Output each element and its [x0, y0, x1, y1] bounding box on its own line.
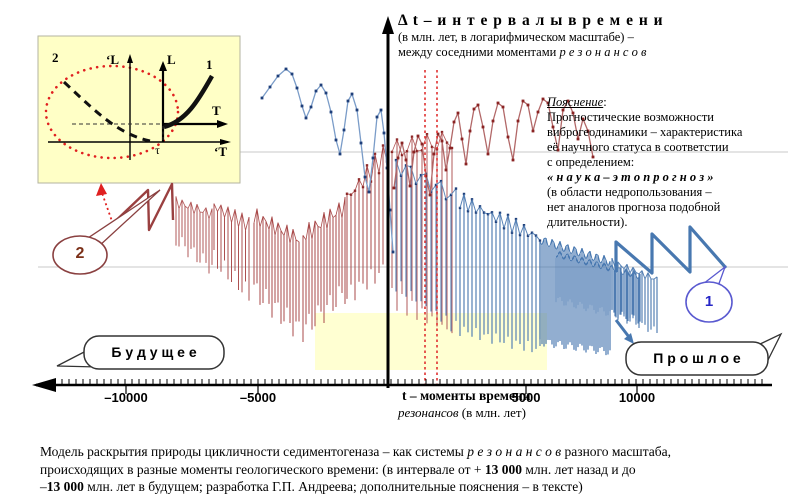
y-axis-subtitle-2-text: между соседними моментами	[398, 45, 560, 59]
note-line: длительности).	[547, 215, 628, 229]
figure-caption: Модель раскрытия природы цикличности сед…	[40, 443, 671, 496]
callout-2-number: 2	[75, 245, 85, 262]
caption-line-3: –13 000 млн. лет в будущем; разработка Г…	[40, 478, 671, 496]
note-line: с определением:	[547, 155, 635, 169]
caption-2a: происходящих в разные моменты геологичес…	[40, 461, 485, 477]
y-axis-title: Δ t – и н т е р в а л ы в р е м е н и	[398, 12, 664, 29]
past-bubble-label: П р о ш л о е	[653, 350, 741, 366]
y-axis-subtitle-2-italic: р е з о н а н с о в	[559, 45, 647, 59]
x-axis-title: t – моменты времени	[402, 388, 531, 403]
explanation-note: Пояснение: Прогностические возможности в…	[547, 95, 787, 230]
caption-3b-bold: 13 000	[46, 479, 84, 494]
note-quote: « н а у к а – э т о п р о г н о з »	[547, 170, 714, 184]
future-bubble-label: Б у д у щ е е	[111, 344, 197, 360]
note-heading: Пояснение:	[547, 95, 787, 110]
inset-axis-L-prime-label: ʻL	[106, 52, 119, 67]
caption-3a: –	[40, 479, 47, 494]
note-heading-text: Пояснение	[547, 95, 604, 109]
inset-axis-L-label: L	[167, 52, 176, 67]
callout-1-number: 1	[704, 293, 714, 310]
note-line: Прогностические возможности	[547, 110, 714, 124]
note-heading-colon: :	[603, 95, 607, 109]
note-line: (в области недропользования –	[547, 185, 712, 199]
x-tick-label: 5000	[511, 390, 541, 405]
x-axis-subtitle-italic: резонансов	[398, 405, 459, 420]
inset-axis-T-prime-label: ʻT	[214, 144, 227, 159]
caption-2c: млн. лет назад и до	[521, 461, 636, 477]
caption-1a: Модель раскрытия природы цикличности сед…	[40, 444, 468, 459]
x-axis-subtitle-rest: (в млн. лет)	[458, 405, 526, 420]
caption-1c: разного масштаба,	[561, 444, 672, 459]
x-tick-label: –5000	[239, 390, 277, 405]
x-axis-subtitle: резонансов (в млн. лет)	[398, 405, 526, 421]
caption-line-1: Модель раскрытия природы цикличности сед…	[40, 443, 671, 461]
inset-axis-T-label: T	[212, 103, 221, 118]
inset-curve1-label: 1	[206, 57, 213, 72]
note-line: её научного статуса в соответстии	[547, 140, 729, 154]
caption-2b-bold: 13 000	[484, 461, 522, 477]
y-axis-title-block: Δ t – и н т е р в а л ы в р е м е н и (в…	[398, 12, 664, 60]
note-line: нет аналогов прогноза подобной	[547, 200, 721, 214]
y-axis-subtitle-2: между соседними моментами р е з о н а н …	[398, 45, 664, 60]
x-tick-label: –10000	[104, 390, 148, 405]
inset-tau-label: τ	[155, 143, 160, 157]
caption-line-2: происходящих в разные моменты геологичес…	[40, 461, 671, 479]
caption-1b-italic: р е з о н а н с о в	[467, 444, 562, 459]
y-axis-subtitle-1: (в млн. лет, в логарифмическом масштабе)…	[398, 30, 634, 44]
inset-curve2-label: 2	[52, 50, 59, 65]
x-tick-label: 10000	[618, 390, 656, 405]
caption-3c: млн. лет в будущем; разработка Г.П. Андр…	[83, 479, 583, 494]
note-line: виброгеодинамики – характеристика	[547, 125, 743, 139]
